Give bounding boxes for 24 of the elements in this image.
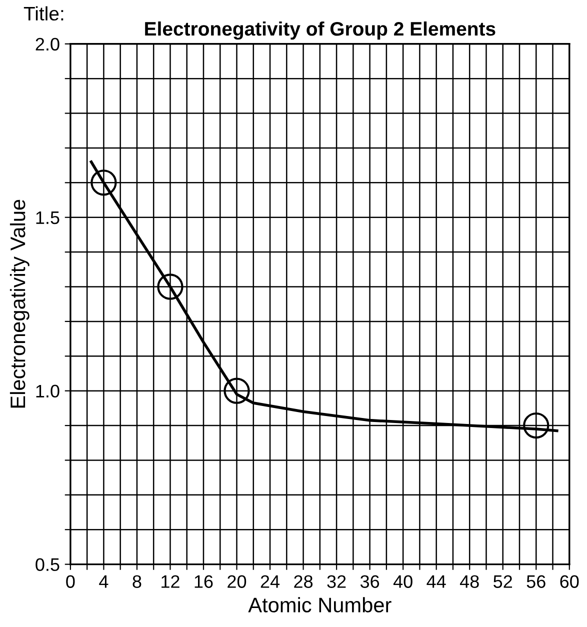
x-tick-label: 12 <box>162 575 180 588</box>
x-axis-title: Atomic Number <box>248 597 392 612</box>
x-tick-label: 28 <box>294 575 313 588</box>
y-tick-label: 2.0 <box>36 38 60 51</box>
text: Title: <box>24 6 64 21</box>
x-tick-label: 52 <box>494 575 512 588</box>
x-tick-label: 32 <box>327 575 346 588</box>
y-tick-label: 1.0 <box>36 384 60 398</box>
x-tick-label: 36 <box>360 575 380 588</box>
x-tick-label: 4 <box>99 575 108 588</box>
x-tick-label: 48 <box>460 575 479 588</box>
x-tick-label: 0 <box>66 575 75 588</box>
y-tick-label: 0.5 <box>36 558 60 572</box>
x-tick-label: 20 <box>228 575 246 588</box>
x-tick-label: 24 <box>260 575 280 588</box>
y-tick-label: 1.5 <box>36 211 60 224</box>
x-tick-label: 44 <box>426 575 446 588</box>
x-tick-label: 40 <box>393 575 412 588</box>
y-axis-title: Electronegativity Value <box>10 200 30 408</box>
x-tick-label: 60 <box>560 575 579 588</box>
x-tick-label: 16 <box>194 575 213 588</box>
x-tick-label: 8 <box>132 575 142 588</box>
x-tick-label: 56 <box>526 575 546 588</box>
chart-title: Electronegativity of Group 2 Elements <box>145 21 496 40</box>
